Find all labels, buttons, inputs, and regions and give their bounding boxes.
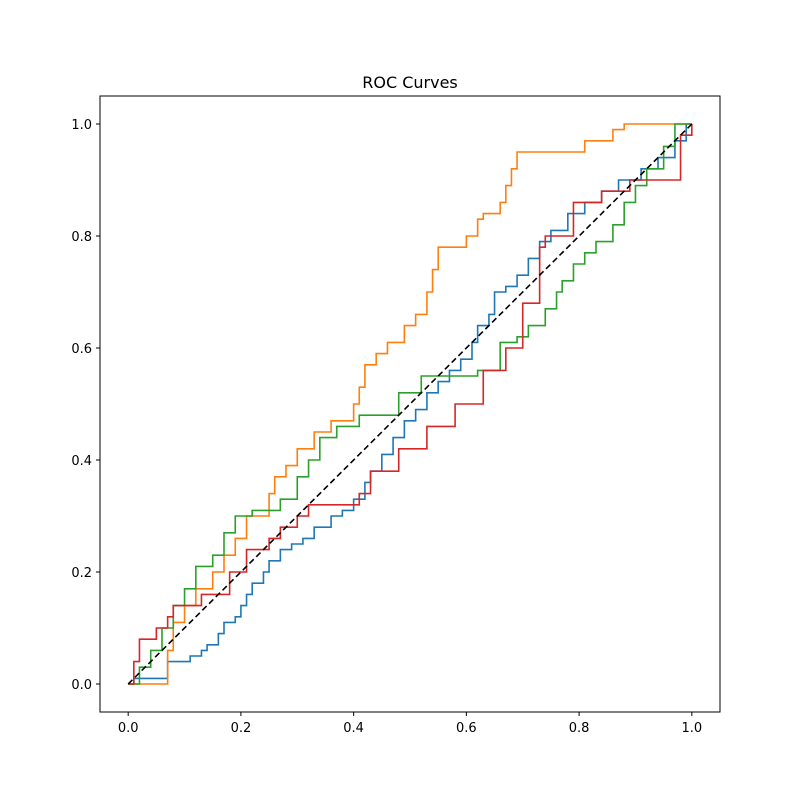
x-axis: 0.0 0.2 0.4 0.6 0.8 1.0 xyxy=(118,712,702,736)
x-tick-label: 0.8 xyxy=(569,721,590,736)
plot-area xyxy=(127,123,693,685)
x-tick-label: 0.4 xyxy=(343,721,364,736)
y-tick-label: 0.8 xyxy=(71,230,92,245)
y-tick-label: 0.0 xyxy=(71,678,92,693)
y-tick-label: 0.2 xyxy=(71,566,92,581)
x-tick-label: 0.2 xyxy=(231,721,252,736)
x-tick-label: 0.0 xyxy=(118,721,139,736)
roc-curve-1 xyxy=(128,123,692,685)
roc-curve-4 xyxy=(128,124,693,685)
y-axis: 0.0 0.2 0.4 0.6 0.8 1.0 xyxy=(71,118,100,693)
roc-curve-2 xyxy=(128,123,692,685)
roc-curve-3 xyxy=(128,123,692,685)
chart-title: ROC Curves xyxy=(362,73,458,92)
y-tick-label: 0.4 xyxy=(71,454,92,469)
axes-frame xyxy=(99,95,721,713)
x-tick-label: 0.6 xyxy=(456,721,477,736)
x-tick-label: 1.0 xyxy=(681,721,702,736)
y-tick-label: 1.0 xyxy=(71,118,92,133)
y-tick-label: 0.6 xyxy=(71,342,92,357)
